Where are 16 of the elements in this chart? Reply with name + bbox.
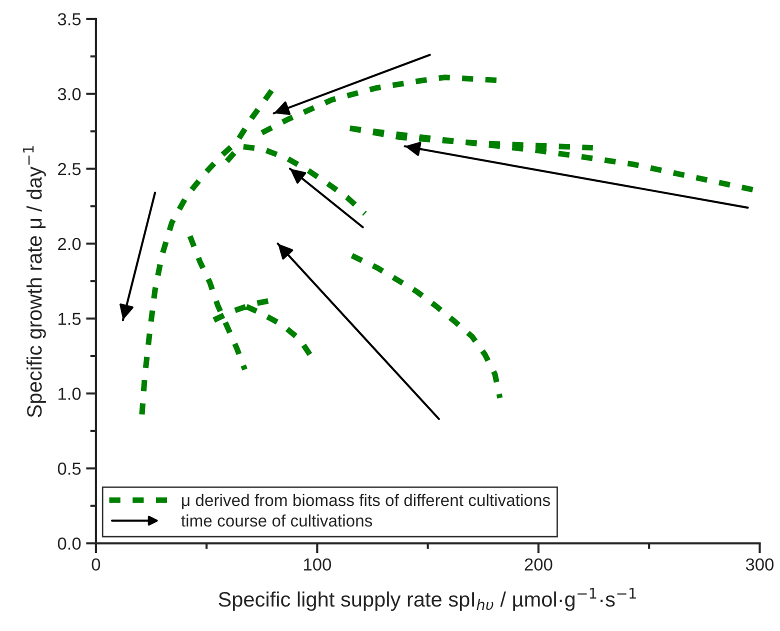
y-tick-label: 1.0 [58,388,81,400]
y-tick-label: 3.0 [58,88,81,100]
y-tick-label: 0.5 [58,462,81,475]
x-axis-title: Specific light supply rate spI$_{hυ}$ / µmol·g$^{−1}$·s$^{−1}$ [218,588,636,611]
y-tick-label: 1.5 [58,312,81,326]
legend-label: time course of cultivations [181,514,372,527]
y-tick-label: 0.0 [58,537,81,550]
x-tick-label: 200 [524,558,552,571]
x-tick-label: 0 [92,558,100,571]
y-tick-label: 2.0 [58,238,81,250]
x-tick-label: 300 [746,558,774,571]
y-tick-label: 3.5 [58,13,81,26]
y-tick-label: 2.5 [58,162,81,176]
y-axis-title: Specific growth rate μ / day$^{−1}$ [22,146,46,418]
x-tick-label: 100 [304,558,332,571]
legend-label: μ derived from biomass fits of different cultivations [182,494,550,510]
